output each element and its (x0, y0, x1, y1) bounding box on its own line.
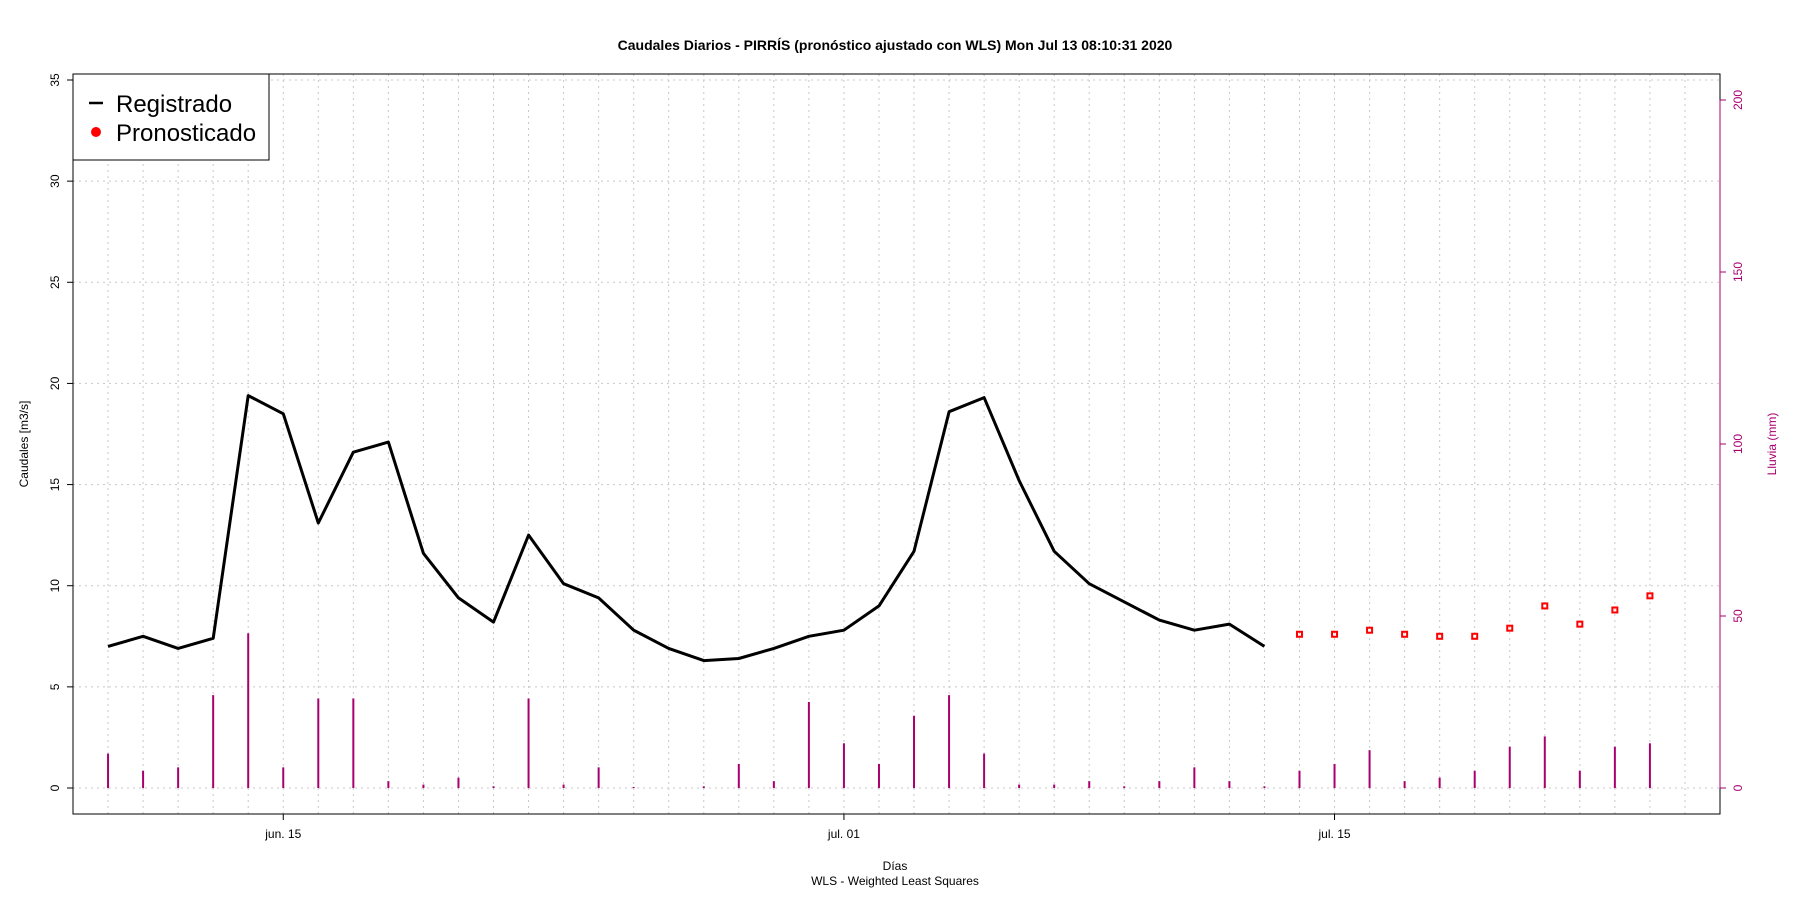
y-tick-label: 0 (48, 784, 62, 791)
forecast-point (1436, 632, 1444, 640)
y-right-tick-label: 200 (1731, 90, 1745, 110)
chart-title: Caudales Diarios - PIRRÍS (pronóstico aj… (618, 37, 1173, 53)
y-tick-label: 15 (48, 478, 62, 492)
y-axis-left-label: Caudales [m3/s] (17, 401, 31, 488)
y-right-tick-label: 150 (1731, 262, 1745, 282)
y-right-tick-label: 100 (1731, 434, 1745, 454)
legend-box (72, 73, 270, 161)
y-right-tick-label: 50 (1731, 609, 1745, 623)
y-tick-label: 5 (48, 683, 62, 690)
chart-subtitle: WLS - Weighted Least Squares (811, 874, 979, 888)
forecast-point (1401, 630, 1409, 638)
x-axis-label: Días (883, 859, 908, 873)
forecast-point (1331, 630, 1339, 638)
grid (73, 74, 1720, 814)
y-axis-left: 0 5 10 15 20 25 30 35 (48, 73, 73, 791)
legend-label-pronosticado: Pronosticado (116, 120, 256, 147)
forecast-point (1366, 626, 1374, 634)
x-axis: jun. 15 jul. 01 jul. 15 (264, 814, 1351, 841)
forecast-point (1471, 632, 1479, 640)
x-tick-label: jun. 15 (264, 827, 301, 841)
flow-line-series (107, 394, 1266, 663)
forecast-point (1506, 624, 1514, 632)
forecast-point (1646, 592, 1654, 600)
y-tick-label: 25 (48, 275, 62, 289)
plot-frame (72, 73, 1721, 815)
y-tick-label: 20 (48, 376, 62, 390)
legend-point-symbol (91, 127, 101, 137)
y-tick-label: 35 (48, 73, 62, 87)
rain-bars (107, 633, 1651, 788)
forecast-point (1295, 630, 1303, 638)
flow-line (107, 394, 1266, 663)
x-tick-label: jul. 15 (1318, 827, 1351, 841)
legend: Registrado Pronosticado (72, 73, 270, 161)
y-axis-right: 0 50 100 150 200 (1719, 90, 1745, 791)
y-axis-right-label: Lluvia (mm) (1765, 413, 1779, 476)
forecast-point (1576, 620, 1584, 628)
forecast-point (1541, 602, 1549, 610)
forecast-point (1611, 606, 1619, 614)
x-tick-label: jul. 01 (827, 827, 860, 841)
legend-label-registrado: Registrado (116, 91, 232, 118)
y-right-tick-label: 0 (1731, 784, 1745, 791)
forecast-points (1295, 592, 1654, 640)
y-tick-label: 10 (48, 579, 62, 593)
y-tick-label: 30 (48, 174, 62, 188)
